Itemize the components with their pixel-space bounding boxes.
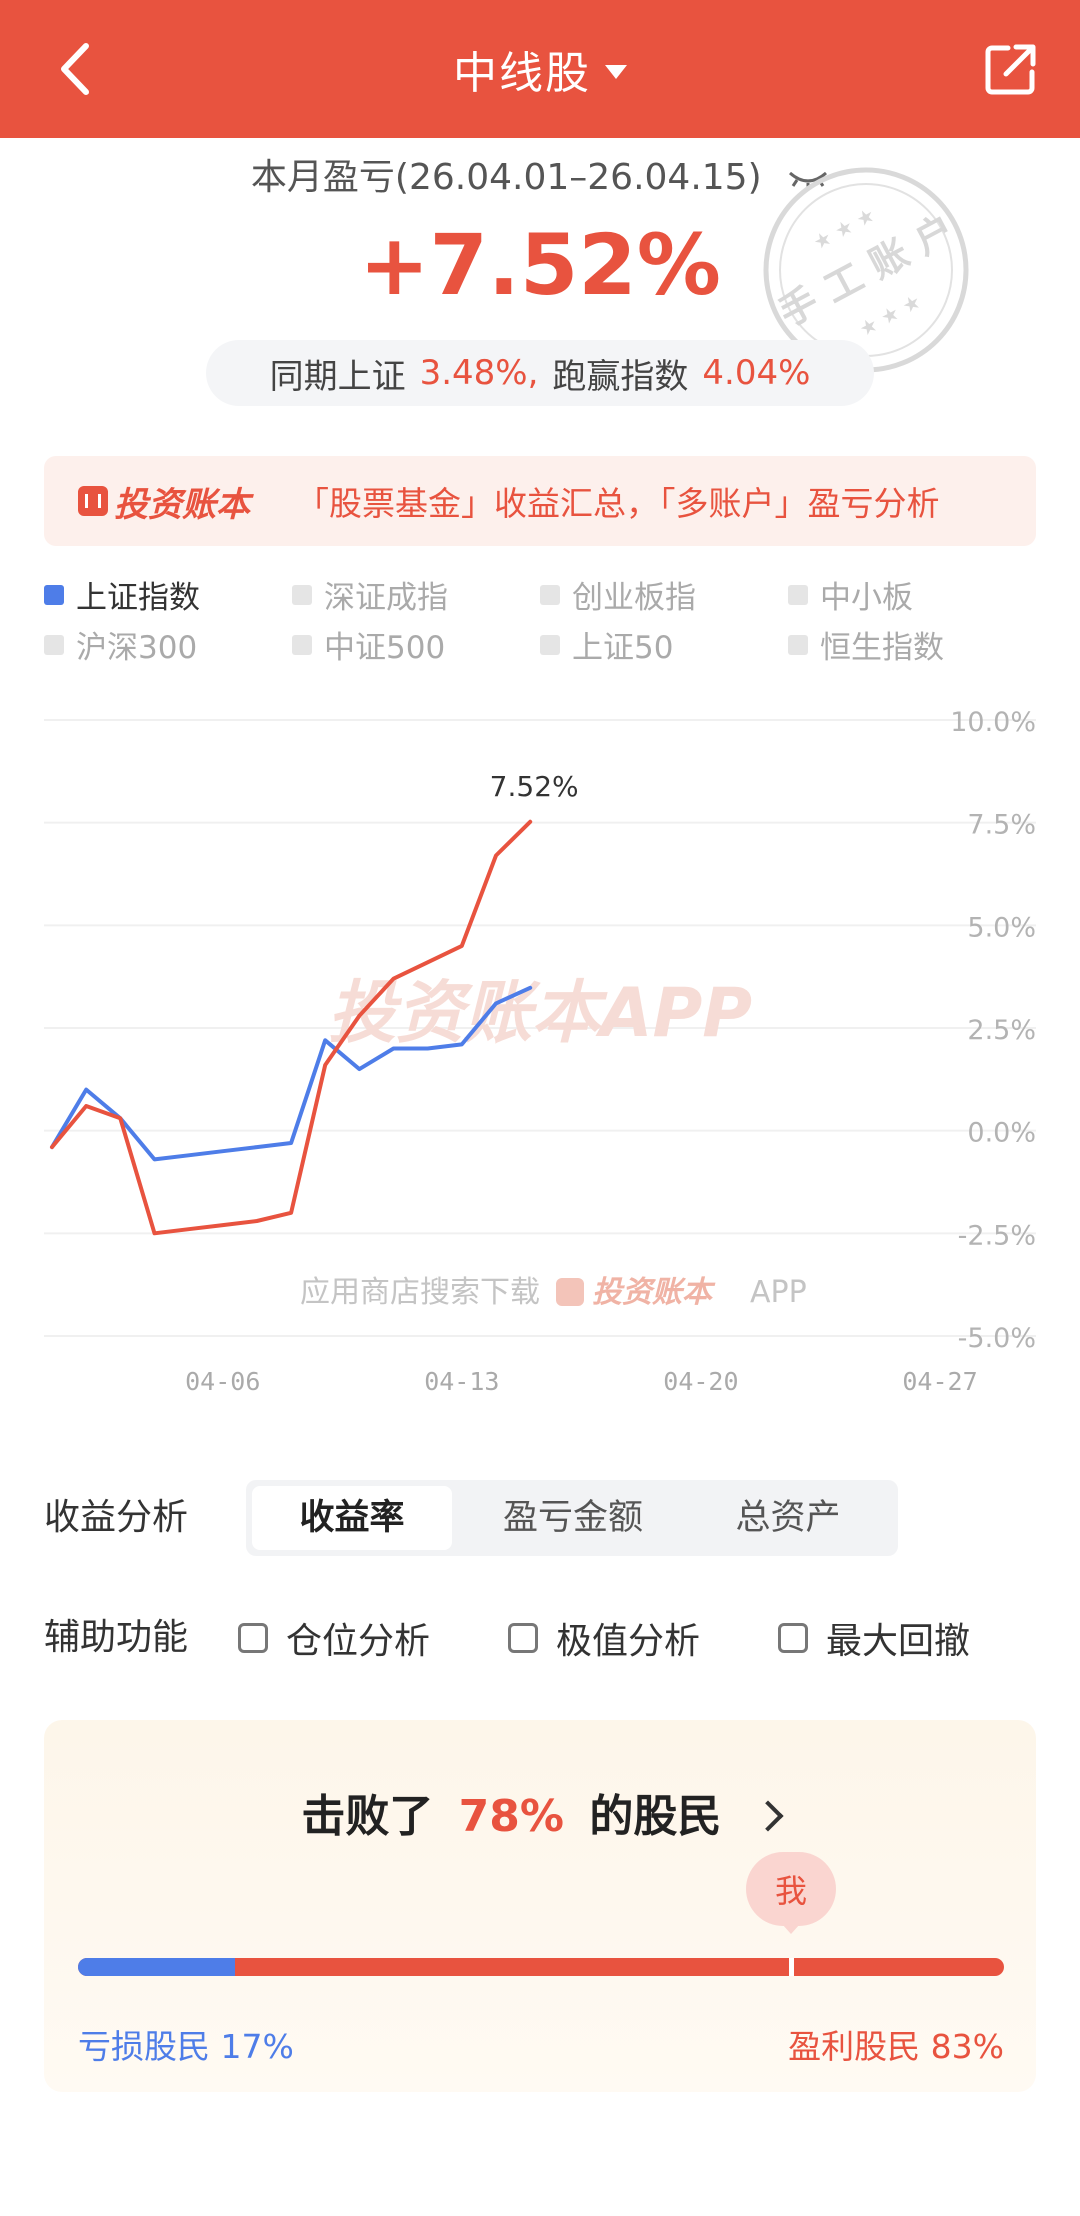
legend-item-csi300[interactable]: 沪深300 [44,622,197,667]
checkbox-box [508,1623,538,1653]
legend-swatch [788,634,808,655]
beat-value: 4.04% [702,353,811,393]
ranking-card[interactable]: 击败了 78% 的股民 我 亏损股民 17% 盈利股民 83% [44,1720,1036,2092]
legend-label: 创业板指 [572,580,696,616]
legend-item-chinext[interactable]: 创业板指 [540,572,696,617]
chart-footer-logo: 投资账本 [592,1275,716,1310]
ranking-value: 78% [458,1791,564,1842]
top-navigation-bar: 中线股 [0,0,1080,138]
me-marker-tail [782,1924,801,1934]
checkbox-box [778,1623,808,1653]
share-button[interactable] [984,42,1038,96]
period-text: 本月盈亏(26.04.01–26.04.15) [250,157,762,198]
compare-value: 3.48%, [419,353,539,393]
page-title: 中线股 [453,48,591,99]
auxiliary-functions-row: 辅助功能 仓位分析 极值分析 最大回撤 [44,1600,1044,1676]
end-value-label: 7.52% [490,770,579,803]
legend-label: 上证50 [572,630,674,666]
chevron-left-icon [61,43,89,95]
ranking-prefix: 击败了 [301,1791,434,1842]
legend-swatch [44,584,64,605]
checkbox-box [238,1623,268,1653]
legend-item-csi500[interactable]: 中证500 [292,622,445,667]
legend-swatch [292,634,312,655]
compare-label: 同期上证 [269,356,406,397]
legend-swatch [540,584,560,605]
legend-item-shenzhen[interactable]: 深证成指 [292,572,448,617]
logo-text: 投资账本 [114,484,250,525]
x-tick-label: 04-06 [185,1367,260,1396]
period-label: 本月盈亏(26.04.01–26.04.15) [0,148,1080,200]
extreme-analysis-checkbox[interactable]: 极值分析 [508,1600,700,1676]
chart-footer-suffix: APP [750,1275,807,1310]
loss-investors-label: 亏损股民 17% [78,2027,294,2066]
y-tick-label: 10.0% [950,707,1036,738]
monthly-return-value: +7.52% [359,216,721,314]
legend-label: 上证指数 [76,580,200,616]
chevron-right-icon [752,1800,784,1832]
y-tick-label: -2.5% [958,1220,1036,1251]
chart-footer-text: 应用商店搜索下载 [300,1275,540,1310]
back-button[interactable] [52,36,112,102]
chart-footer-logo-icon [556,1278,584,1306]
return-analysis-row: 收益分析 收益率 盈亏金额 总资产 [44,1480,1044,1556]
app-logo: 投资账本 [78,477,250,526]
caret-down-icon [605,65,627,79]
account-selector[interactable]: 中线股 [453,37,627,101]
position-analysis-checkbox[interactable]: 仓位分析 [238,1600,430,1676]
ranking-suffix: 的股民 [589,1791,722,1842]
legend-label: 深证成指 [324,580,448,616]
checkbox-label: 最大回撤 [826,1621,971,1662]
analysis-label: 收益分析 [44,1497,189,1538]
x-tick-label: 04-20 [663,1367,738,1396]
legend-swatch [788,584,808,605]
legend-label: 沪深300 [76,630,198,666]
index-comparison: 同期上证 3.48%, 跑赢指数 4.04% [206,340,874,406]
y-tick-label: 0.0% [967,1118,1036,1149]
y-tick-label: -5.0% [958,1323,1036,1354]
me-position-mark [789,1958,795,1976]
legend-swatch [44,634,64,655]
share-export-icon [985,44,1036,95]
profit-investors-label: 盈利股民 83% [788,2027,1004,2066]
title-container: 中线股 [0,0,1080,138]
promo-banner[interactable]: 投资账本 「股票基金」收益汇总，「多账户」盈亏分析 [44,456,1036,546]
ranking-title: 击败了 78% 的股民 [44,1780,1036,1844]
analysis-segmented-control: 收益率 盈亏金额 总资产 [246,1480,898,1556]
legend-swatch [292,584,312,605]
aux-label: 辅助功能 [44,1617,189,1658]
max-drawdown-checkbox[interactable]: 最大回撤 [778,1600,970,1676]
y-tick-label: 2.5% [967,1015,1036,1046]
y-tick-label: 7.5% [967,810,1036,841]
legend-label: 中小板 [820,580,913,616]
loss-segment [78,1958,236,1976]
legend-label: 恒生指数 [820,630,944,666]
ledger-logo-icon [78,486,108,516]
manual-account-stamp: 手 工 账 户 ★ ★ ★ ★ ★ ★ [763,167,969,373]
series-line-return [50,819,533,1236]
banner-text: 「股票基金」收益汇总，「多账户」盈亏分析 [296,484,940,523]
tab-profit-amount[interactable]: 盈亏金额 [502,1498,643,1538]
checkbox-label: 仓位分析 [286,1621,431,1662]
legend-item-sse50[interactable]: 上证50 [540,622,673,667]
y-tick-label: 5.0% [967,912,1036,943]
tab-return-rate[interactable]: 收益率 [252,1486,452,1550]
legend-item-shanghai[interactable]: 上证指数 [44,572,200,617]
investor-distribution-bar [78,1958,1004,1976]
return-line-chart[interactable]: 10.0% 7.5% 5.0% 2.5% 0.0% -2.5% -5.0% 04-06 04-1… [0,690,1080,1410]
legend-label: 中证500 [324,630,446,666]
legend-swatch [540,634,560,655]
tab-total-assets[interactable]: 总资产 [735,1498,841,1538]
beat-label: 跑赢指数 [552,356,689,397]
x-tick-label: 04-27 [902,1367,977,1396]
me-marker-bubble: 我 [746,1852,837,1926]
legend-item-sme[interactable]: 中小板 [788,572,913,617]
chart-watermark: 投资账本APP [328,974,752,1053]
series-line-shanghai-index [50,985,533,1162]
legend-item-hangseng[interactable]: 恒生指数 [788,622,944,667]
x-tick-label: 04-13 [424,1367,499,1396]
checkbox-label: 极值分析 [556,1621,701,1662]
